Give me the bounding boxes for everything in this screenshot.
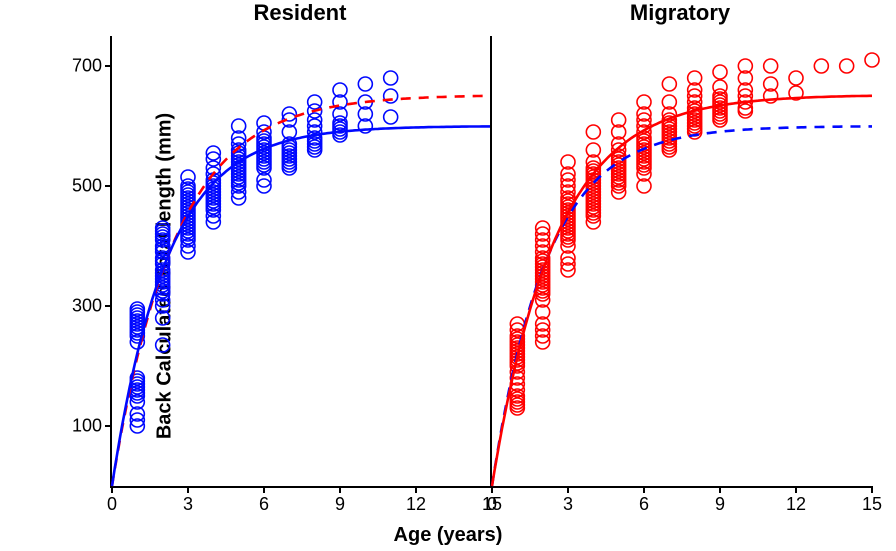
x-axis-label: Age (years) bbox=[394, 524, 503, 547]
y-tick-label: 500 bbox=[72, 176, 112, 197]
data-point bbox=[308, 95, 322, 109]
data-point bbox=[840, 59, 854, 73]
y-tick-label: 300 bbox=[72, 296, 112, 317]
data-point bbox=[384, 71, 398, 85]
plot-svg bbox=[112, 36, 492, 486]
x-tick-label: 12 bbox=[786, 486, 806, 515]
x-tick-label: 6 bbox=[259, 486, 269, 515]
x-tick-label: 15 bbox=[862, 486, 882, 515]
data-point bbox=[358, 77, 372, 91]
x-tick-label: 9 bbox=[715, 486, 725, 515]
x-tick-label: 0 bbox=[487, 486, 497, 515]
plot-svg bbox=[492, 36, 872, 486]
plot-area: 03691215 bbox=[490, 36, 872, 488]
x-tick-label: 9 bbox=[335, 486, 345, 515]
data-point bbox=[814, 59, 828, 73]
x-tick-label: 3 bbox=[563, 486, 573, 515]
data-point bbox=[713, 65, 727, 79]
panel-title: Migratory bbox=[630, 0, 730, 26]
plot-area: 10030050070003691215 bbox=[110, 36, 492, 488]
y-tick-label: 700 bbox=[72, 56, 112, 77]
data-point bbox=[662, 77, 676, 91]
data-point bbox=[156, 338, 170, 352]
growth-figure: Back Calculated Total length (mm) Age (y… bbox=[0, 0, 896, 551]
data-point bbox=[764, 59, 778, 73]
x-tick-label: 6 bbox=[639, 486, 649, 515]
x-tick-label: 12 bbox=[406, 486, 426, 515]
x-tick-label: 0 bbox=[107, 486, 117, 515]
data-point bbox=[789, 71, 803, 85]
fit-curve-dashed bbox=[492, 126, 872, 486]
y-tick-label: 100 bbox=[72, 416, 112, 437]
data-point bbox=[384, 110, 398, 124]
data-point bbox=[865, 53, 879, 67]
panel-title: Resident bbox=[254, 0, 347, 26]
x-tick-label: 3 bbox=[183, 486, 193, 515]
data-point bbox=[586, 125, 600, 139]
